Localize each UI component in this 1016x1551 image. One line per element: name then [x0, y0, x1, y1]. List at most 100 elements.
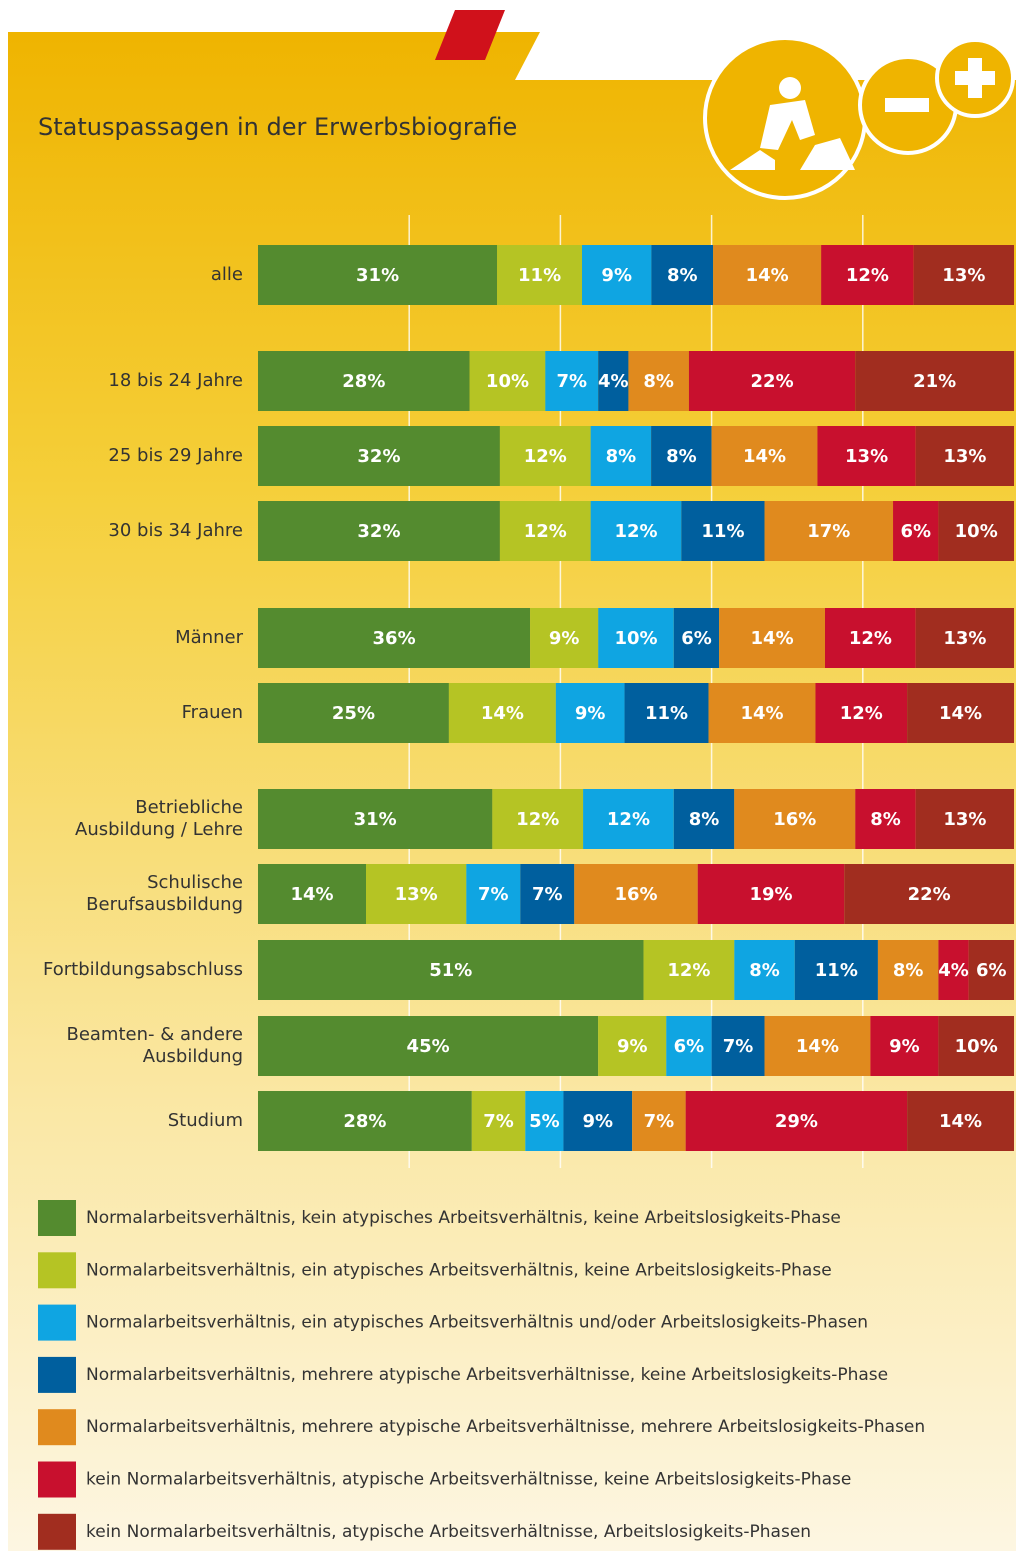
value-label: 9%: [601, 265, 632, 286]
value-label: 17%: [807, 521, 850, 542]
value-label: 21%: [913, 371, 956, 392]
bar-segment: [815, 683, 908, 743]
value-label: 32%: [357, 521, 400, 542]
value-label: 6%: [681, 628, 712, 649]
value-label: 14%: [796, 1036, 839, 1057]
value-label: 8%: [870, 809, 901, 830]
value-label: 14%: [939, 1111, 982, 1132]
bar-segment: [258, 426, 500, 486]
value-label: 13%: [845, 446, 888, 467]
value-label: 12%: [524, 446, 567, 467]
value-label: 14%: [939, 703, 982, 724]
value-label: 32%: [357, 446, 400, 467]
value-label: 22%: [751, 371, 794, 392]
value-label: 7%: [644, 1111, 675, 1132]
bar-segment: [825, 608, 916, 668]
bar-segment: [258, 940, 644, 1000]
bar-segment: [794, 940, 878, 1000]
bar-segment: [711, 426, 818, 486]
bar-segment: [734, 789, 856, 849]
y-tick-label: Frauen: [182, 702, 243, 723]
bar-segment: [893, 501, 939, 561]
bar-segment: [817, 426, 916, 486]
value-label: 9%: [889, 1036, 920, 1057]
y-tick-label: Beamten- & andere Ausbildung: [66, 1024, 243, 1067]
value-label: 14%: [740, 703, 783, 724]
value-label: 13%: [943, 809, 986, 830]
y-tick-label: 25 bis 29 Jahre: [108, 445, 243, 466]
bar-segment: [366, 864, 467, 924]
bar-segment: [469, 351, 546, 411]
y-tick-label: 30 bis 34 Jahre: [108, 520, 243, 541]
bar-segment: [907, 1091, 1014, 1151]
y-tick-label: Schulische Berufsausbildung: [86, 872, 243, 915]
bar-segment: [938, 501, 1014, 561]
value-label: 12%: [667, 960, 710, 981]
value-label: 9%: [575, 703, 606, 724]
bar-segment: [466, 864, 521, 924]
value-label: 8%: [666, 446, 697, 467]
legend-label: kein Normalarbeitsverhältnis, atypische …: [86, 1522, 811, 1542]
bar-segment: [258, 245, 498, 305]
value-label: 7%: [478, 884, 509, 905]
value-label: 29%: [775, 1111, 818, 1132]
bar-segment: [497, 245, 582, 305]
value-label: 6%: [900, 521, 931, 542]
value-label: 12%: [607, 809, 650, 830]
value-label: 7%: [532, 884, 563, 905]
bar-segment: [764, 1016, 871, 1076]
value-label: 25%: [332, 703, 375, 724]
value-label: 11%: [518, 265, 561, 286]
value-label: 31%: [356, 265, 399, 286]
value-label: 13%: [943, 446, 986, 467]
value-label: 9%: [583, 1111, 614, 1132]
value-label: 19%: [749, 884, 792, 905]
bar-segment: [666, 1016, 712, 1076]
value-label: 4%: [938, 960, 969, 981]
legend-swatch: [38, 1356, 76, 1393]
value-label: 8%: [643, 371, 674, 392]
value-label: 28%: [342, 371, 385, 392]
legend-swatch: [38, 1252, 76, 1289]
value-label: 51%: [429, 960, 472, 981]
bar-segment: [258, 683, 449, 743]
bar-segment: [258, 1016, 599, 1076]
value-label: 10%: [955, 521, 998, 542]
value-label: 8%: [667, 265, 698, 286]
bar-segment: [258, 1091, 472, 1151]
bar-segment: [870, 1016, 939, 1076]
bar-segment: [258, 351, 470, 411]
bar-segment: [877, 940, 939, 1000]
value-label: 9%: [617, 1036, 648, 1057]
bar-segment: [708, 683, 816, 743]
legend-swatch: [38, 1200, 76, 1236]
value-label: 28%: [343, 1111, 386, 1132]
legend-swatch: [38, 1409, 76, 1446]
value-label: 8%: [749, 960, 780, 981]
bar-segment: [555, 683, 625, 743]
value-label: 14%: [290, 884, 333, 905]
value-label: 10%: [614, 628, 657, 649]
value-label: 7%: [723, 1036, 754, 1057]
y-tick-label: 18 bis 24 Jahre: [108, 370, 243, 391]
bar-segment: [938, 940, 969, 1000]
bar-segment: [764, 501, 894, 561]
bar-segment: [713, 245, 822, 305]
bar-segment: [968, 940, 1014, 1000]
bar-segment: [821, 245, 914, 305]
bar-segment: [915, 789, 1014, 849]
value-label: 7%: [483, 1111, 514, 1132]
bar-segment: [673, 608, 720, 668]
bar-segment: [719, 608, 825, 668]
value-label: 12%: [849, 628, 892, 649]
bar-segment: [673, 789, 735, 849]
bar-segment: [643, 940, 735, 1000]
legend-label: kein Normalarbeitsverhältnis, atypische …: [86, 1470, 851, 1490]
value-label: 10%: [955, 1036, 998, 1057]
legend-swatch: [38, 1461, 76, 1498]
bar-segment: [520, 864, 575, 924]
bar-segment: [583, 789, 674, 849]
bar-segment: [258, 501, 500, 561]
bar-segment: [492, 789, 584, 849]
value-label: 36%: [373, 628, 416, 649]
